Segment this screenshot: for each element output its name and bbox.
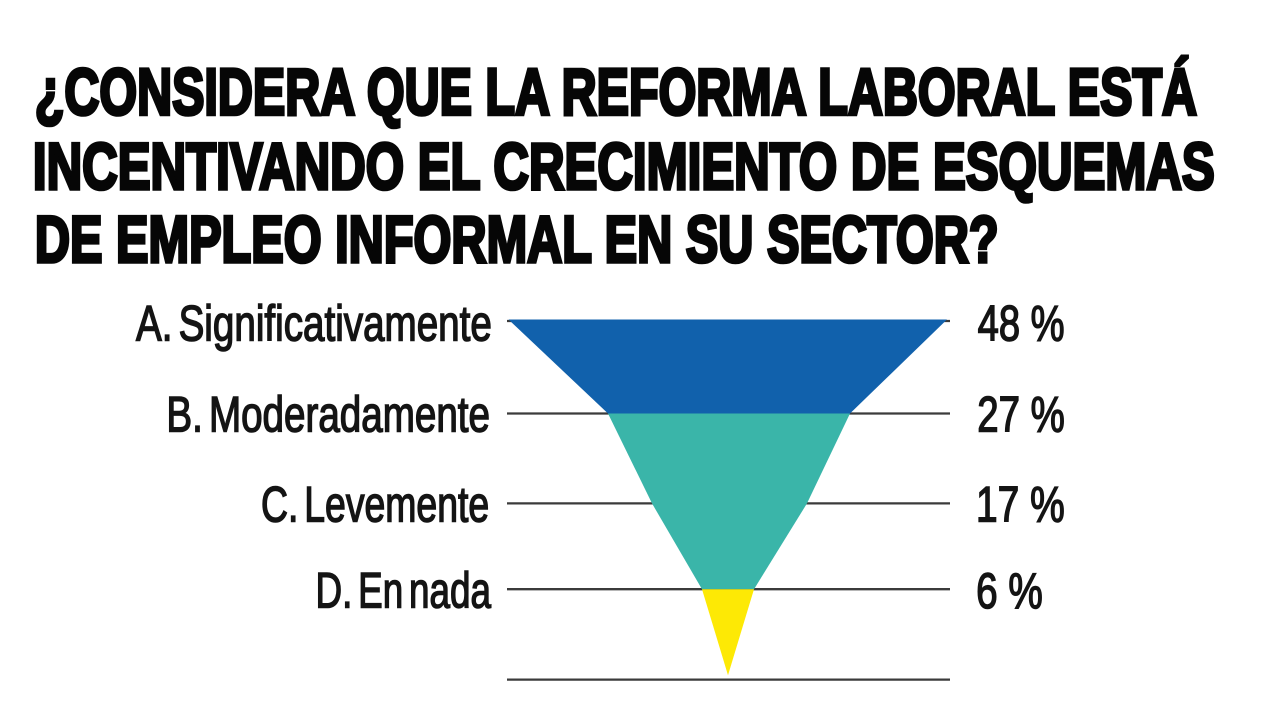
svg-text:6 %: 6 % [976,564,1043,619]
svg-text:INCENTIVANDO EL CRECIMIENTO DE: INCENTIVANDO EL CRECIMIENTO DE ESQUEMAS [33,130,1215,204]
svg-text:27 %: 27 % [977,388,1065,443]
svg-text:¿CONSIDERA QUE LA REFORMA LABO: ¿CONSIDERA QUE LA REFORMA LABORAL ESTÁ [35,56,1197,129]
svg-text:DE EMPLEO INFORMAL EN SU SECTO: DE EMPLEO INFORMAL EN SU SECTOR? [35,204,999,277]
svg-text:C. Levemente: C. Levemente [261,477,489,533]
svg-text:48 %: 48 % [978,297,1065,352]
svg-text:D. En nada: D. En nada [316,563,492,619]
svg-text:A. Significativamente: A. Significativamente [136,297,492,352]
svg-text:17 %: 17 % [976,477,1065,533]
svg-text:B. Moderadamente: B. Moderadamente [166,388,490,443]
